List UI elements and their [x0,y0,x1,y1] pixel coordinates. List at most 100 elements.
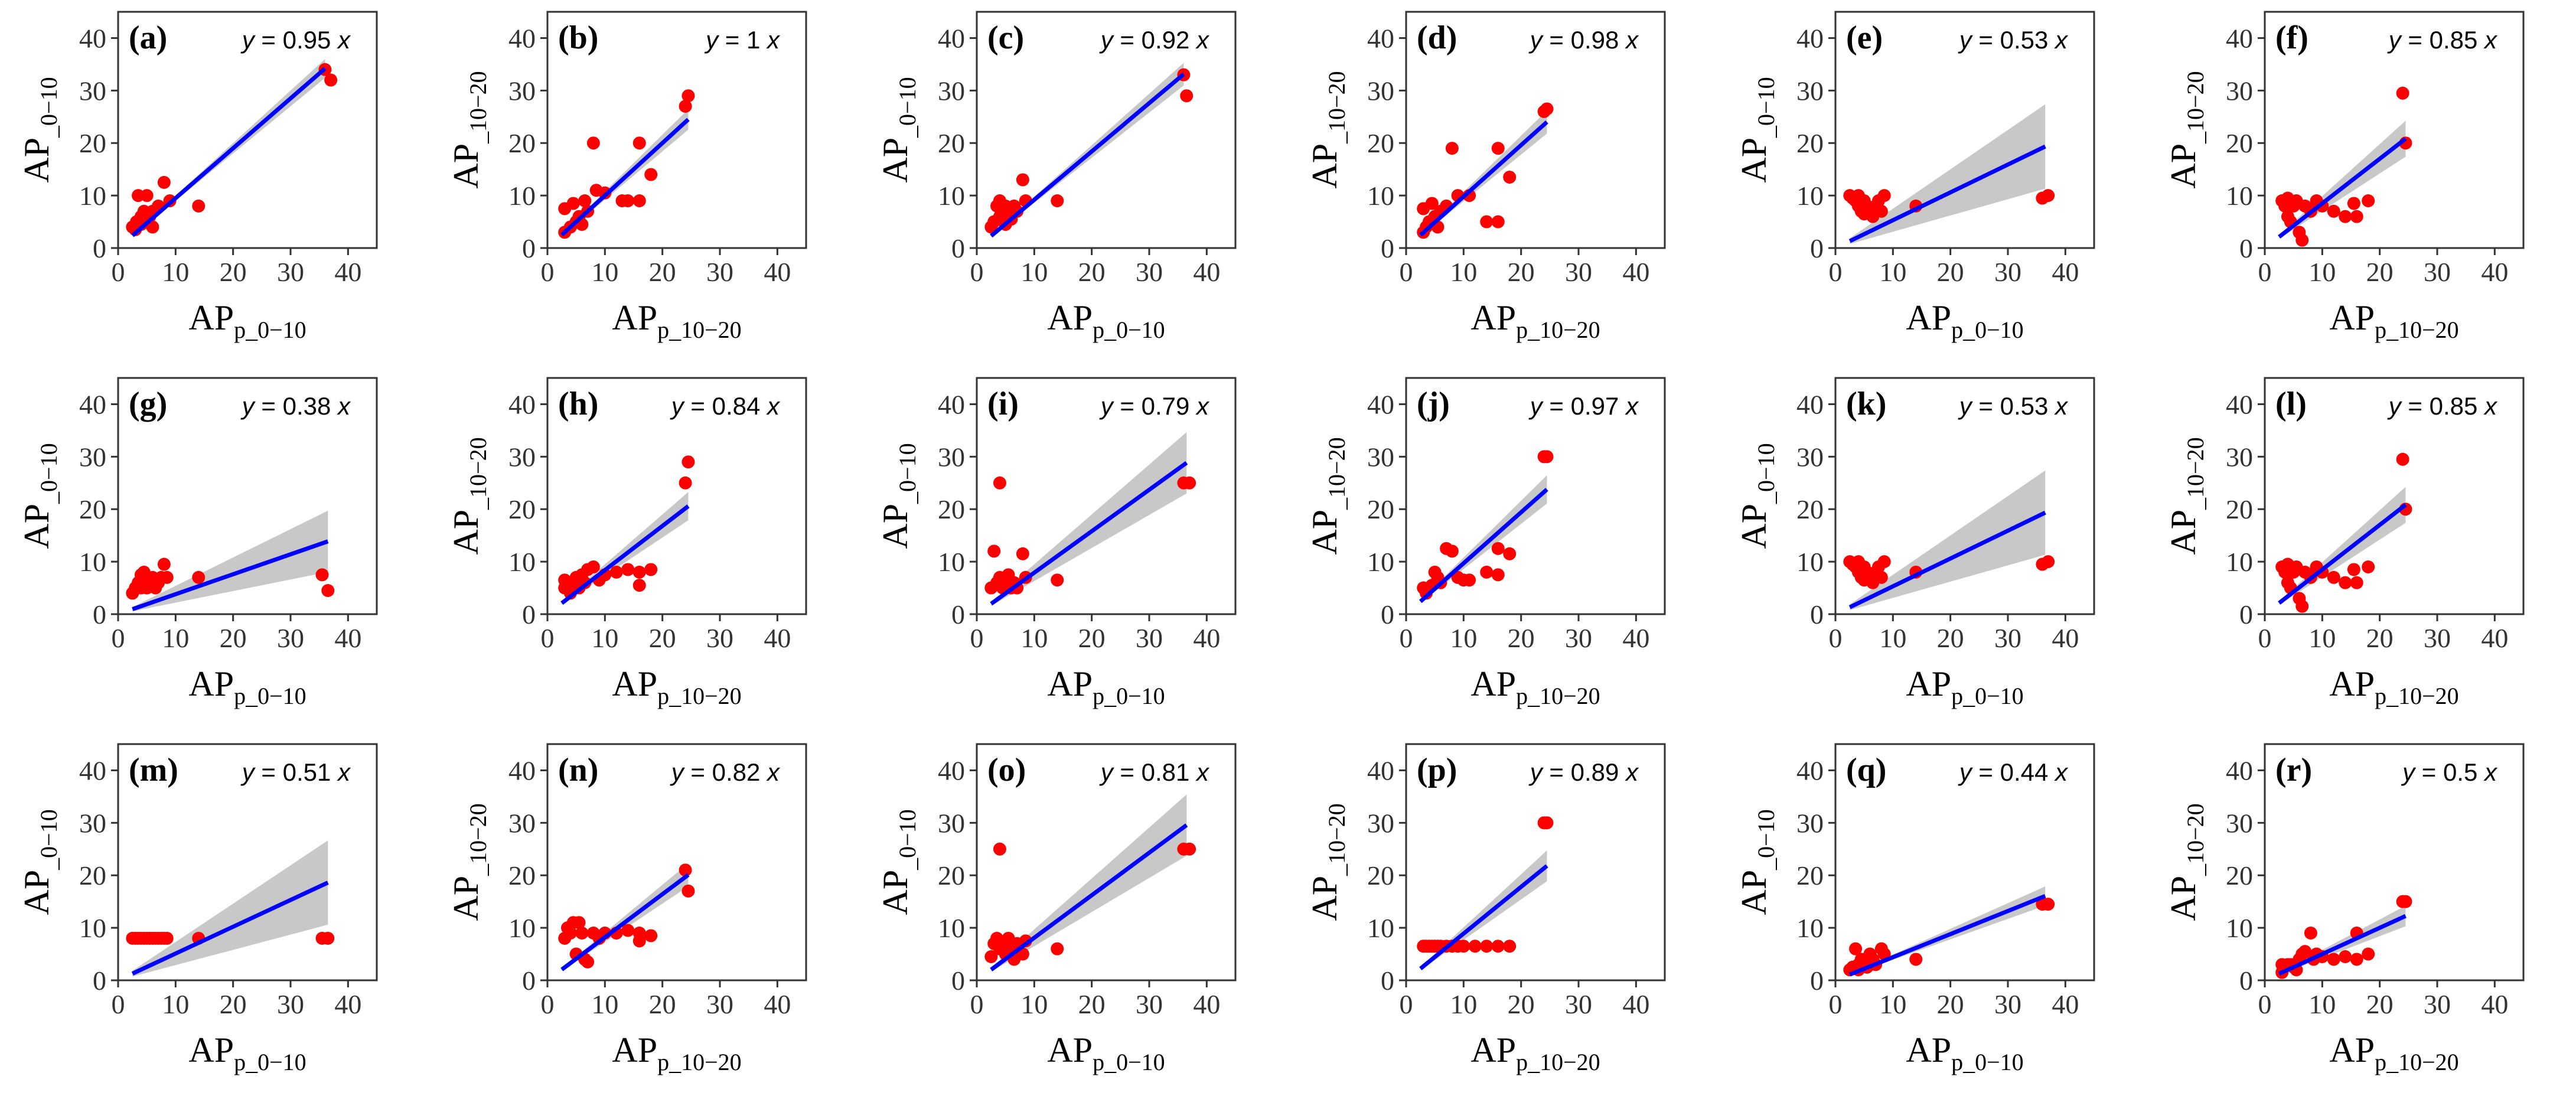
y-tick-label: 40 [2226,23,2253,53]
fit-equation: y = 0.44 x [1958,758,2069,786]
data-point [2042,555,2055,569]
data-point [644,168,658,181]
x-axis-label: APp_10−20 [1470,298,1600,343]
fit-equation: y = 0.81 x [1099,758,1210,786]
data-point [2362,947,2375,961]
x-tick-label: 30 [2424,989,2451,1019]
x-tick-label: 30 [1994,257,2021,287]
y-axis-label: AP_10−20 [446,71,491,188]
equation-x: x [1195,392,1210,420]
data-point [1491,215,1505,229]
equation-y: y [1528,758,1544,786]
x-axis-label: APp_10−20 [612,664,741,709]
x-tick-label: 10 [2308,257,2336,287]
x-tick-label: 30 [706,257,733,287]
data-point [984,950,998,963]
x-tick-label: 10 [591,257,618,287]
equation-y: y [240,26,256,54]
y-tick-label: 20 [938,494,965,524]
x-tick-label: 0 [970,623,984,653]
x-tick-label: 20 [649,989,676,1019]
y-axis-label-main: AP [17,870,56,915]
data-point [1183,842,1196,856]
panel-label: (d) [1417,19,1457,56]
y-tick-label: 20 [79,860,106,891]
x-tick-label: 10 [162,989,189,1019]
data-point [2362,194,2375,207]
y-axis-label-subscript: _10−20 [1323,71,1350,144]
x-tick-label: 30 [277,989,304,1019]
x-tick-label: 40 [334,989,361,1019]
x-tick-label: 30 [1565,989,1592,1019]
y-tick-label: 0 [1810,966,1824,996]
fit-line [1419,120,1548,237]
confidence-band [1850,470,2046,611]
x-axis-label-main: AP [1047,298,1093,337]
y-tick-label: 30 [1367,808,1394,838]
x-tick-label: 0 [970,257,984,287]
x-tick-label: 40 [1193,989,1220,1019]
x-tick-label: 30 [1136,257,1163,287]
y-tick-label: 10 [2226,547,2253,577]
x-tick-label: 20 [1937,989,1964,1019]
equation-slope: = 0.89 [1543,758,1626,786]
x-tick-label: 20 [1937,257,1964,287]
x-axis-label-main: AP [1470,1030,1516,1069]
x-tick-label: 40 [2052,989,2079,1019]
data-point [679,100,692,113]
x-tick-label: 30 [1565,623,1592,653]
plot-frame [117,11,378,249]
data-point [1016,547,1029,560]
equation-y: y [1099,26,1115,54]
equation-slope: = 0.53 [1972,392,2055,420]
x-axis-label: APp_10−20 [1470,664,1600,709]
y-axis-label: AP_10−20 [1305,437,1350,555]
y-tick-label: 10 [1367,547,1394,577]
panel-label: (q) [1846,752,1886,788]
y-tick-label: 10 [508,913,536,943]
equation-slope: = 0.85 [2401,392,2484,420]
equation-y: y [1528,26,1544,54]
x-tick-label: 20 [1937,623,1964,653]
equation-x: x [337,26,351,54]
y-axis-label: AP_10−20 [1305,803,1350,921]
data-point [2327,204,2340,218]
data-point [1463,573,1476,587]
x-tick-label: 10 [1879,623,1906,653]
x-axis-label-main: AP [2329,664,2375,703]
y-tick-label: 0 [93,966,106,996]
equation-slope: = 0.81 [1113,758,1196,786]
equation-slope: = 0.38 [255,392,338,420]
x-tick-label: 40 [334,623,361,653]
x-tick-label: 10 [591,989,618,1019]
data-point [644,929,658,943]
x-axis-label-main: AP [612,1030,657,1069]
data-point [2350,576,2363,589]
y-axis-label-subscript: _0−10 [894,77,921,138]
y-tick-label: 0 [522,233,536,263]
y-tick-label: 40 [2226,755,2253,785]
y-tick-label: 20 [2226,494,2253,524]
x-tick-label: 40 [764,623,791,653]
data-point [1491,568,1505,582]
equation-y: y [240,392,256,420]
x-tick-label: 40 [2481,623,2508,653]
x-axis-label-subscript: p_0−10 [234,317,306,343]
data-point [2347,197,2360,210]
panel-label: (e) [1846,19,1883,56]
y-axis-label: AP_0−10 [876,77,921,182]
fit-equation: y = 0.79 x [1099,392,1210,420]
x-tick-label: 20 [1078,623,1106,653]
y-tick-label: 20 [938,860,965,891]
y-tick-label: 30 [508,76,536,106]
panel-label: (m) [129,752,178,788]
y-axis-label-main: AP [876,504,915,549]
fit-equation: y = 0.92 x [1099,26,1210,54]
y-tick-label: 30 [1796,76,1824,106]
x-axis-label: APp_0−10 [1906,298,2023,343]
x-tick-label: 10 [162,257,189,287]
x-axis-label-subscript: p_10−20 [2375,683,2459,709]
